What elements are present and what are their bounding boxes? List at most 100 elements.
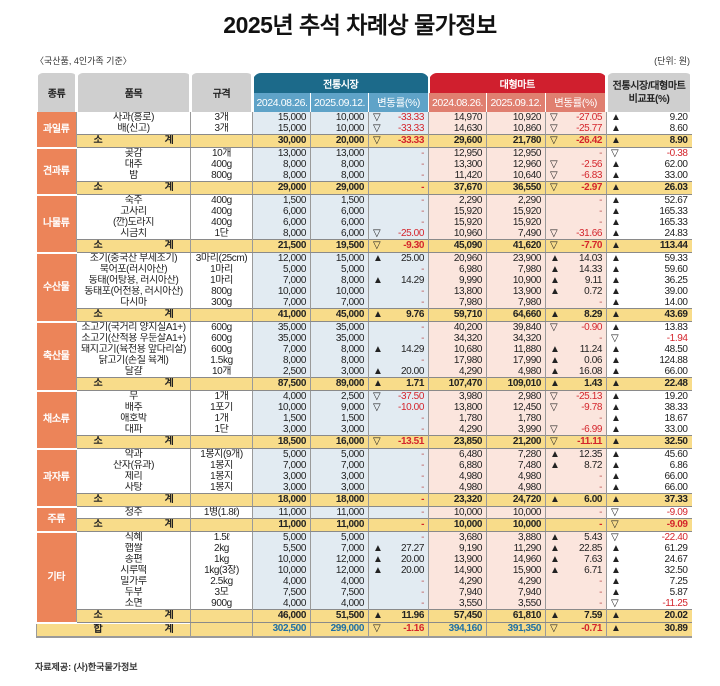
mart-price-2025: 3,550 <box>486 598 546 610</box>
mart-change-value: - <box>599 206 603 217</box>
trad-price-2025: 20,000 <box>310 134 369 148</box>
trad-price-2024: 11,000 <box>252 518 311 532</box>
down-triangle-icon: ▽ <box>373 228 381 239</box>
trad-change-value: - <box>421 576 425 587</box>
subtotal-spec <box>190 377 253 391</box>
mart-price-2024: 13,800 <box>428 286 487 297</box>
compare-ratio: ▲ 48.50 <box>606 344 692 355</box>
trad-price-2025: 3,000 <box>310 424 369 436</box>
basis-note: 〈국산품, 4인가족 기준〉 <box>35 56 132 66</box>
up-triangle-icon: ▲ <box>611 424 621 435</box>
trad-change: - <box>367 448 429 460</box>
up-triangle-icon: ▲ <box>611 494 621 506</box>
trad-change-value: 20.00 <box>400 565 425 576</box>
compare-ratio-value: -0.38 <box>666 148 688 159</box>
mart-change-value: 6.71 <box>584 565 603 576</box>
down-triangle-icon: ▽ <box>373 436 381 448</box>
mart-price-2025: 17,990 <box>486 355 546 366</box>
header-mart-date1: 2024.08.26. <box>428 93 487 112</box>
trad-change: ▽ -33.33 <box>367 112 429 123</box>
trad-price-2025: 6,000 <box>310 217 369 228</box>
mart-change: - <box>545 297 607 309</box>
trad-price-2025: 6,000 <box>310 228 369 240</box>
mart-change-value: - <box>599 297 603 308</box>
item-spec: 600g <box>190 333 253 344</box>
item-name: 다시마 <box>76 297 191 309</box>
down-triangle-icon: ▽ <box>373 123 381 134</box>
trad-price-2025: 11,000 <box>310 506 369 519</box>
up-triangle-icon: ▲ <box>550 366 560 377</box>
trad-price-2024: 302,500 <box>252 622 311 638</box>
trad-price-2025: 10,000 <box>310 112 369 123</box>
compare-ratio: ▲ 124.88 <box>606 355 692 366</box>
trad-price-2025: 7,500 <box>310 587 369 598</box>
trad-price-2024: 2,500 <box>252 366 311 378</box>
trad-price-2025: 10,000 <box>310 123 369 135</box>
mart-change: ▲ 6.00 <box>545 493 607 507</box>
compare-ratio: ▲ 22.48 <box>606 377 692 391</box>
category-label: 축산물 <box>36 321 77 392</box>
trad-change-value: -33.33 <box>398 135 425 147</box>
item-name: 고사리 <box>76 206 191 217</box>
mart-change: ▲ 16.08 <box>545 366 607 378</box>
compare-ratio: ▲ 8.60 <box>606 123 692 135</box>
header-mart-change: 변동률(%) <box>545 93 607 112</box>
trad-change: ▽ -1.16 <box>367 622 429 638</box>
mart-change-value: -6.99 <box>581 424 603 435</box>
up-triangle-icon: ▲ <box>550 264 560 275</box>
compare-ratio: ▲ 18.67 <box>606 413 692 424</box>
trad-change: ▽ -33.33 <box>367 134 429 148</box>
down-triangle-icon: ▽ <box>550 436 558 448</box>
up-triangle-icon: ▲ <box>373 344 383 355</box>
mart-price-2024: 4,290 <box>428 366 487 378</box>
trad-change-value: 11.96 <box>401 610 425 622</box>
mart-price-2024: 3,980 <box>428 390 487 402</box>
trad-change: - <box>367 493 429 507</box>
mart-change: ▽ -7.70 <box>545 239 607 253</box>
table-row: 과자류 약과 1봉지(9개) 5,000 5,000-6,480 7,280 ▲ 12.35 ▲… <box>36 448 692 508</box>
table-row: 햅쌀 2kg 5,500 7,000 ▲ 27.27 9,190 11,290 ▲ 22.85 ▲ 6… <box>37 543 692 554</box>
subtotal-label: 소 계 <box>76 239 191 253</box>
table-row: 수산물 조기(중국산 부세조기) 3마리(25cm) 12,000 15,000 ▲ 25.… <box>36 252 692 323</box>
compare-ratio-value: 36.25 <box>664 275 688 286</box>
compare-ratio-value: 165.33 <box>659 206 688 217</box>
category-label: 나물류 <box>36 194 77 254</box>
trad-change: ▲ 14.29 <box>367 275 429 286</box>
mart-change: - <box>545 598 607 610</box>
category-label: 주류 <box>36 506 77 533</box>
trad-price-2025: 8,000 <box>310 355 369 366</box>
mart-change: ▲ 6.71 <box>545 565 607 576</box>
item-spec: 3개 <box>190 112 253 123</box>
mart-change: ▽ -9.78 <box>545 402 607 413</box>
trad-change: ▲ 25.00 <box>367 252 429 264</box>
mart-change: ▽ -27.05 <box>545 112 607 123</box>
trad-price-2025: 9,000 <box>310 402 369 413</box>
category-label: 기타 <box>36 531 77 624</box>
mart-price-2025: 7,940 <box>486 587 546 598</box>
compare-ratio-value: 43.69 <box>664 309 688 321</box>
trad-change-value: - <box>421 532 425 543</box>
trad-price-2025: 18,000 <box>310 493 369 507</box>
trad-change: - <box>367 506 429 519</box>
trad-price-2025: 299,000 <box>310 622 369 638</box>
source-note: 자료제공: (사)한국물가정보 <box>35 662 138 672</box>
table-row: 다시마 300g 7,000 7,000-7,980 7,980- ▲ 14.00 <box>37 297 692 309</box>
mart-price-2024: 10,000 <box>428 518 487 532</box>
trad-price-2024: 18,000 <box>252 493 311 507</box>
subtotal-row: 소 계 18,000 18,000 -23,320 24,720 ▲ 6.00 ▲ 37.33 <box>37 493 692 507</box>
mart-change: ▲ 9.11 <box>545 275 607 286</box>
compare-ratio-value: 61.29 <box>664 543 688 554</box>
table-row: 채소류 무 1개 4,000 2,500 ▽ -37.50 3,980 2,980 ▽ -25.13… <box>36 390 692 450</box>
up-triangle-icon: ▲ <box>611 123 621 134</box>
up-triangle-icon: ▲ <box>611 623 621 635</box>
compare-ratio-value: 113.44 <box>659 240 688 252</box>
mart-price-2024: 4,290 <box>428 424 487 436</box>
mart-price-2025: 64,660 <box>486 308 546 322</box>
compare-ratio: ▲ 13.83 <box>606 321 692 333</box>
mart-change: ▽ -6.99 <box>545 424 607 436</box>
mart-price-2024: 3,680 <box>428 531 487 543</box>
mart-price-2024: 14,900 <box>428 565 487 576</box>
down-triangle-icon: ▽ <box>550 182 558 194</box>
mart-price-2024: 13,900 <box>428 554 487 565</box>
category-label: 과자류 <box>36 448 77 508</box>
